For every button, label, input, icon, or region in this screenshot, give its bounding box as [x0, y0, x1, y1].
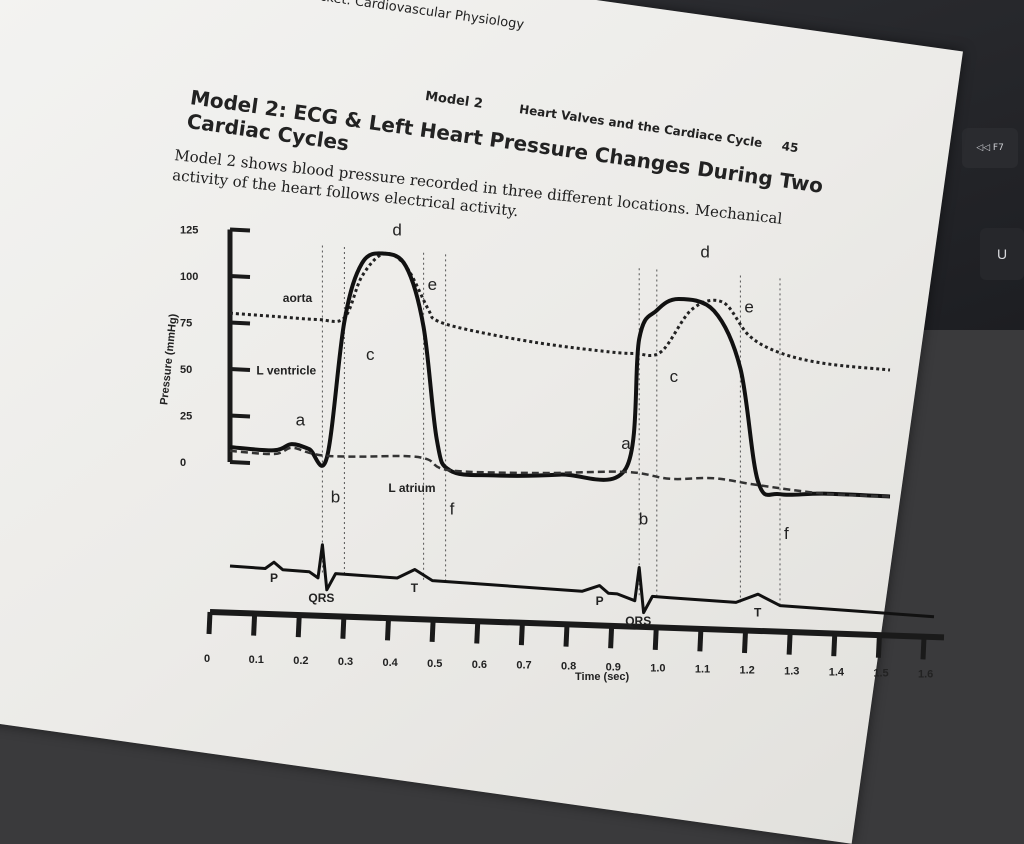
y-tick	[229, 460, 251, 465]
y-tick	[229, 227, 251, 233]
x-tick-label: 0.4	[383, 657, 399, 669]
x-tick	[652, 627, 659, 650]
x-tick	[251, 613, 258, 636]
keyboard-key-f7: ◁◁ F7	[962, 128, 1018, 168]
x-tick	[206, 611, 213, 635]
x-tick-label: 1.3	[784, 665, 799, 677]
point-label-a: a	[296, 411, 306, 430]
y-tick-label: 50	[180, 364, 192, 376]
x-tick-label: 0.1	[249, 654, 264, 666]
x-tick	[340, 616, 347, 639]
x-tick	[518, 622, 525, 646]
x-tick	[697, 629, 704, 652]
keyboard-key-u: U	[980, 228, 1024, 280]
document-page: Bio 114 Lab 7 Activity Packet: Cardiovas…	[158, 0, 945, 683]
point-label-c: c	[366, 345, 375, 364]
x-tick	[608, 626, 615, 649]
y-tick	[229, 367, 251, 372]
point-label-c: c	[670, 367, 679, 386]
x-tick	[474, 621, 481, 644]
y-tick-label: 75	[180, 318, 192, 330]
point-label-a: a	[621, 434, 631, 453]
guide-lines	[321, 245, 781, 606]
y-tick-label: 125	[180, 225, 198, 237]
ecg-label-qrs: QRS	[308, 591, 334, 605]
x-tick-label: 1.6	[918, 668, 933, 680]
y-axis-label: Pressure (mmHg)	[158, 313, 180, 406]
y-tick	[229, 274, 251, 279]
x-tick	[786, 632, 793, 655]
y-tick-label: 100	[180, 271, 198, 283]
y-tick-label: 0	[180, 457, 186, 469]
ecg-label-t: T	[411, 581, 419, 595]
x-tick	[742, 630, 748, 654]
x-tick	[831, 634, 838, 657]
series-line-aorta	[229, 251, 891, 372]
series-lines	[229, 251, 891, 499]
x-tick-label: 0.7	[516, 660, 531, 672]
model-tag: Model 2	[424, 89, 484, 112]
point-label-d: d	[700, 243, 709, 262]
x-tick	[563, 624, 570, 647]
x-tick-label: 0.8	[561, 661, 576, 673]
x-axis-label: Time (sec)	[575, 671, 630, 683]
curve-label: L atrium	[388, 481, 435, 495]
x-tick	[920, 637, 927, 660]
x-tick	[385, 618, 391, 641]
x-tick-label: 0.5	[427, 658, 442, 670]
x-tick-label: 1.1	[695, 664, 710, 676]
point-label-d: d	[392, 220, 401, 239]
x-tick-label: 1.2	[740, 665, 755, 677]
point-label-f: f	[784, 524, 789, 543]
x-tick	[429, 619, 436, 643]
pressure-ecg-chart: Pressure (mmHg) Time (sec) 0 25 50 75 100 125…	[158, 220, 945, 683]
series-line-l-ventricle	[229, 251, 891, 499]
x-axis: 0 0.1 0.2 0.3 0.4 0.5 0.6 0.7 0.8 0.9 1.0 1.1 1.2 1.3…	[204, 609, 945, 680]
curve-label: aorta	[283, 291, 313, 305]
x-tick-label: 1.0	[650, 663, 665, 675]
point-labels: aorta L ventricle L atrium a b c d e f a b c d e f P QRS…	[256, 220, 789, 628]
ecg-trace	[229, 543, 935, 619]
ecg-label-t: T	[754, 606, 762, 620]
x-tick-label: 0.6	[472, 659, 487, 671]
x-tick-label: 0.3	[338, 656, 353, 668]
ecg-label-qrs: QRS	[625, 614, 651, 628]
running-header: Bio 114 Lab 7 Activity Packet: Cardiovas…	[159, 0, 526, 33]
curve-label: L ventricle	[256, 364, 316, 378]
ecg-label-p: P	[596, 594, 604, 608]
point-label-b: b	[639, 510, 648, 529]
point-label-b: b	[331, 487, 340, 506]
x-tick-label: 0	[204, 653, 210, 665]
point-label-f: f	[450, 500, 455, 519]
page-number: 45	[781, 139, 799, 155]
point-label-e: e	[744, 298, 753, 317]
ecg-line	[229, 543, 935, 619]
x-tick	[295, 615, 302, 638]
y-tick	[229, 413, 251, 419]
series-line-l-atrium	[229, 446, 891, 498]
x-tick	[875, 635, 882, 658]
x-tick-label: 1.5	[873, 667, 888, 679]
ecg-label-p: P	[270, 571, 278, 585]
y-tick-label: 25	[180, 411, 192, 423]
x-axis-line	[209, 609, 945, 641]
x-tick-label: 0.2	[293, 655, 308, 667]
x-tick-label: 1.4	[829, 666, 845, 678]
y-axis: 0 25 50 75 100 125	[180, 225, 251, 469]
x-tick-label: 0.9	[606, 662, 621, 674]
point-label-e: e	[428, 275, 437, 294]
y-tick	[229, 320, 251, 326]
